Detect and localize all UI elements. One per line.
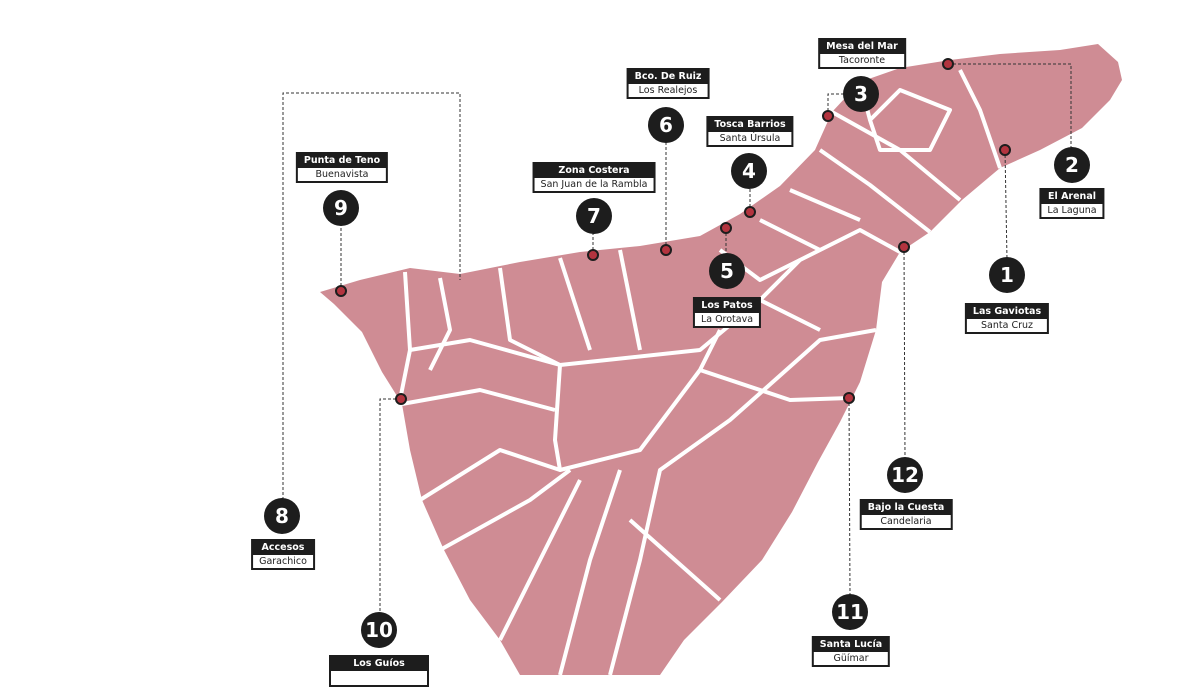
- label-title: Las Gaviotas: [972, 306, 1042, 317]
- label-title: El Arenal: [1048, 191, 1096, 202]
- label-12: Bajo la Cuesta Candelaria: [859, 499, 953, 530]
- label-2: El Arenal La Laguna: [1039, 188, 1105, 219]
- label-3: Mesa del Mar Tacoronte: [818, 38, 906, 69]
- label-11: Santa Lucía Güímar: [811, 636, 891, 667]
- label-title: Accesos: [261, 542, 305, 553]
- label-municipality: Güímar: [813, 652, 889, 665]
- municipal-borders: [398, 69, 1002, 675]
- label-municipality: Garachico: [253, 555, 313, 568]
- marker-3[interactable]: 3: [843, 76, 879, 112]
- label-title: Zona Costera: [558, 165, 630, 176]
- label-title: Bco. De Ruiz: [634, 71, 702, 82]
- marker-11[interactable]: 11: [832, 594, 868, 630]
- label-title: Tosca Barrios: [714, 119, 786, 130]
- label-9: Punta de Teno Buenavista: [295, 152, 389, 183]
- label-10: Los Guíos: [329, 655, 429, 687]
- label-municipality: [331, 671, 427, 685]
- label-municipality: Santa Úrsula: [708, 132, 792, 145]
- island-shape: [320, 44, 1122, 675]
- label-6: Bco. De Ruiz Los Realejos: [626, 68, 710, 99]
- label-municipality: Tacoronte: [820, 54, 904, 67]
- marker-12[interactable]: 12: [887, 457, 923, 493]
- marker-5[interactable]: 5: [709, 253, 745, 289]
- label-title: Los Guíos: [353, 658, 405, 669]
- label-municipality: Candelaria: [861, 515, 951, 528]
- label-1: Las Gaviotas Santa Cruz: [964, 303, 1050, 334]
- label-title: Los Patos: [701, 300, 753, 311]
- location-dots: [335, 58, 1011, 405]
- label-municipality: San Juan de la Rambla: [534, 178, 654, 191]
- label-municipality: Santa Cruz: [966, 319, 1048, 332]
- label-municipality: La Orotava: [694, 313, 760, 326]
- label-municipality: La Laguna: [1041, 204, 1103, 217]
- label-municipality: Los Realejos: [628, 84, 708, 97]
- marker-8[interactable]: 8: [264, 498, 300, 534]
- leader-lines: [282, 63, 1072, 612]
- label-5: Los Patos La Orotava: [692, 297, 762, 328]
- label-municipality: Buenavista: [297, 168, 387, 181]
- marker-9[interactable]: 9: [323, 190, 359, 226]
- marker-7[interactable]: 7: [576, 198, 612, 234]
- marker-2[interactable]: 2: [1054, 147, 1090, 183]
- label-title: Mesa del Mar: [826, 41, 898, 52]
- label-title: Santa Lucía: [819, 639, 883, 650]
- label-4: Tosca Barrios Santa Úrsula: [706, 116, 794, 147]
- marker-1[interactable]: 1: [989, 257, 1025, 293]
- marker-6[interactable]: 6: [648, 107, 684, 143]
- label-title: Bajo la Cuesta: [867, 502, 945, 513]
- label-title: Punta de Teno: [303, 155, 381, 166]
- label-8: Accesos Garachico: [251, 539, 315, 570]
- label-7: Zona Costera San Juan de la Rambla: [532, 162, 656, 193]
- marker-10[interactable]: 10: [361, 612, 397, 648]
- marker-4[interactable]: 4: [731, 153, 767, 189]
